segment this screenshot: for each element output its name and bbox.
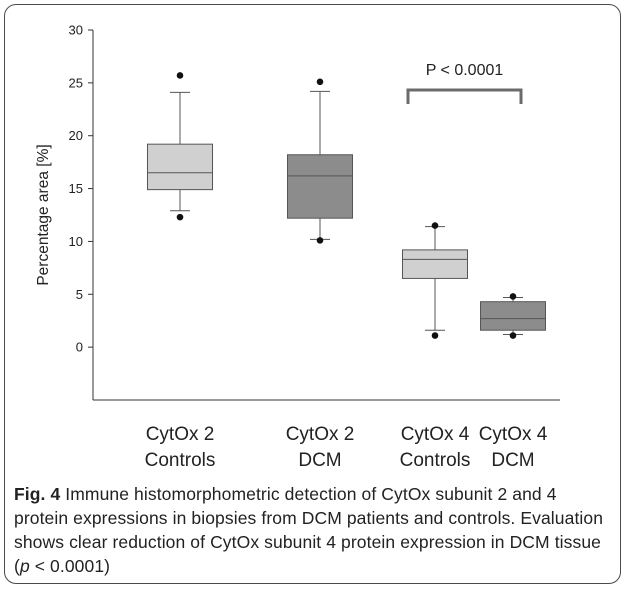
- outlier-point: [176, 213, 184, 221]
- y-tick-label: 30: [69, 23, 83, 38]
- caption-text-end: < 0.0001): [29, 556, 111, 576]
- y-tick-label: 5: [76, 287, 83, 302]
- outlier-point: [509, 293, 517, 300]
- y-tick-label: 25: [69, 75, 83, 90]
- box-iqr: [480, 301, 546, 331]
- x-category-label-line1: CytOx 4: [479, 424, 548, 445]
- x-category-label-line2: Controls: [400, 450, 471, 471]
- x-category-label-line1: CytOx 2: [286, 424, 355, 445]
- x-category-label-line2: DCM: [491, 450, 534, 471]
- box-series-3: [402, 222, 468, 339]
- box-iqr: [402, 249, 468, 279]
- significance-label: P < 0.0001: [426, 62, 504, 79]
- x-category-label-line2: Controls: [145, 450, 216, 471]
- outlier-point: [316, 237, 324, 244]
- y-axis-label: Percentage area [%]: [35, 144, 52, 285]
- figure-caption: Fig. 4 Immune histomorphometric detectio…: [14, 482, 614, 578]
- figure-frame: [4, 4, 621, 584]
- caption-p-symbol: p: [19, 556, 30, 576]
- box-series-4: [480, 293, 546, 339]
- box-series-1: [147, 72, 213, 221]
- outlier-point: [509, 332, 517, 339]
- x-category-label-line1: CytOx 2: [146, 424, 215, 445]
- figure-label: Fig. 4: [14, 484, 61, 504]
- x-category-label-line2: DCM: [298, 450, 341, 471]
- x-category-label-line1: CytOx 4: [401, 424, 470, 445]
- outlier-point: [431, 222, 439, 229]
- significance-bracket: [406, 88, 523, 104]
- y-tick-label: 0: [76, 340, 83, 355]
- outlier-point: [316, 78, 324, 86]
- box-plot-chart: 0 5 10 15 20 25 30 Percentage area [%] CytOx 2 Co…: [35, 23, 560, 471]
- caption-text: Immune histomorphometric detection of Cy…: [14, 484, 604, 576]
- box-iqr: [287, 154, 353, 219]
- box-series-2: [287, 78, 353, 244]
- outlier-point: [431, 332, 439, 339]
- y-tick-label: 15: [69, 181, 83, 196]
- y-tick-label: 20: [69, 128, 83, 143]
- outlier-point: [176, 72, 184, 79]
- box-iqr: [147, 143, 213, 191]
- y-tick-label: 10: [69, 234, 83, 249]
